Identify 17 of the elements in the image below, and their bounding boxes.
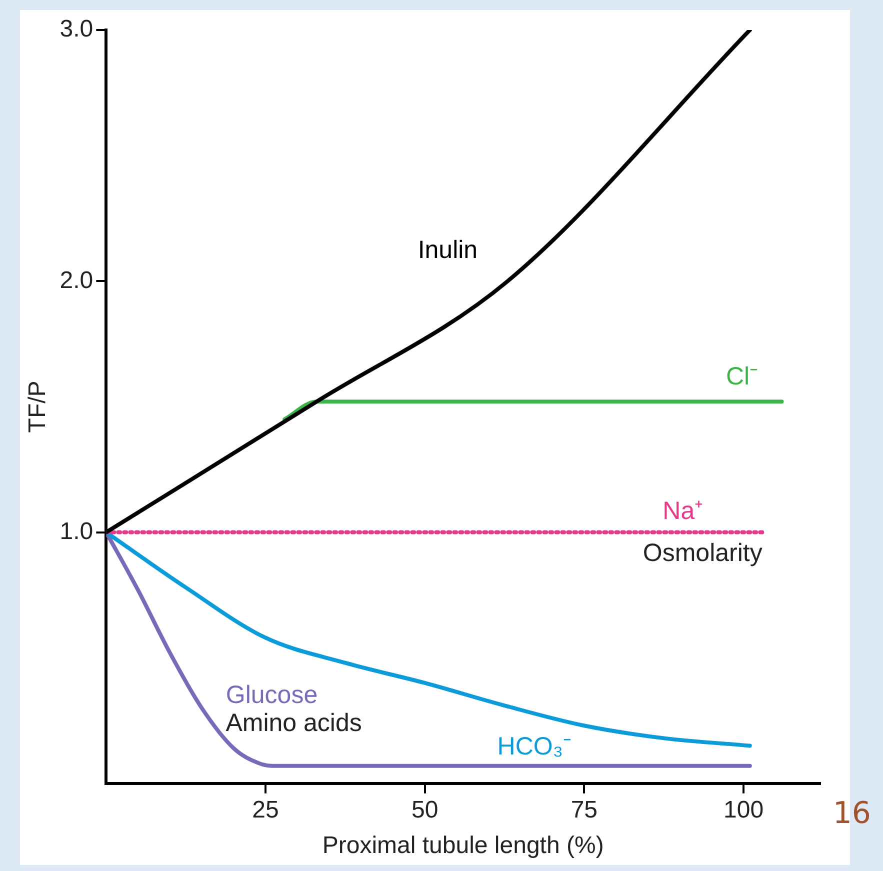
x-tick-label: 50 (411, 796, 438, 824)
y-tick-label: 1.0 (60, 518, 94, 545)
series-label: Inulin (418, 236, 478, 264)
x-tick-label: 75 (570, 796, 598, 824)
y-tick-label: 3.0 (60, 16, 94, 43)
y-axis-title: TF/P (24, 380, 52, 433)
x-tick-label: 100 (723, 796, 764, 824)
series-label: Na⁺ (662, 497, 703, 526)
series-label: Glucose (226, 680, 318, 709)
y-tick-label: 2.0 (60, 266, 94, 294)
x-tick-label: 25 (252, 796, 279, 824)
annotation: Osmolarity (642, 539, 763, 568)
text: 16 (832, 796, 871, 831)
annotation: Amino acids (226, 708, 362, 737)
x-axis-title: Proximal tubule length (%) (322, 832, 604, 860)
series-label: HCO₃⁻ (497, 732, 572, 761)
series-label: Cl⁻ (726, 362, 758, 391)
